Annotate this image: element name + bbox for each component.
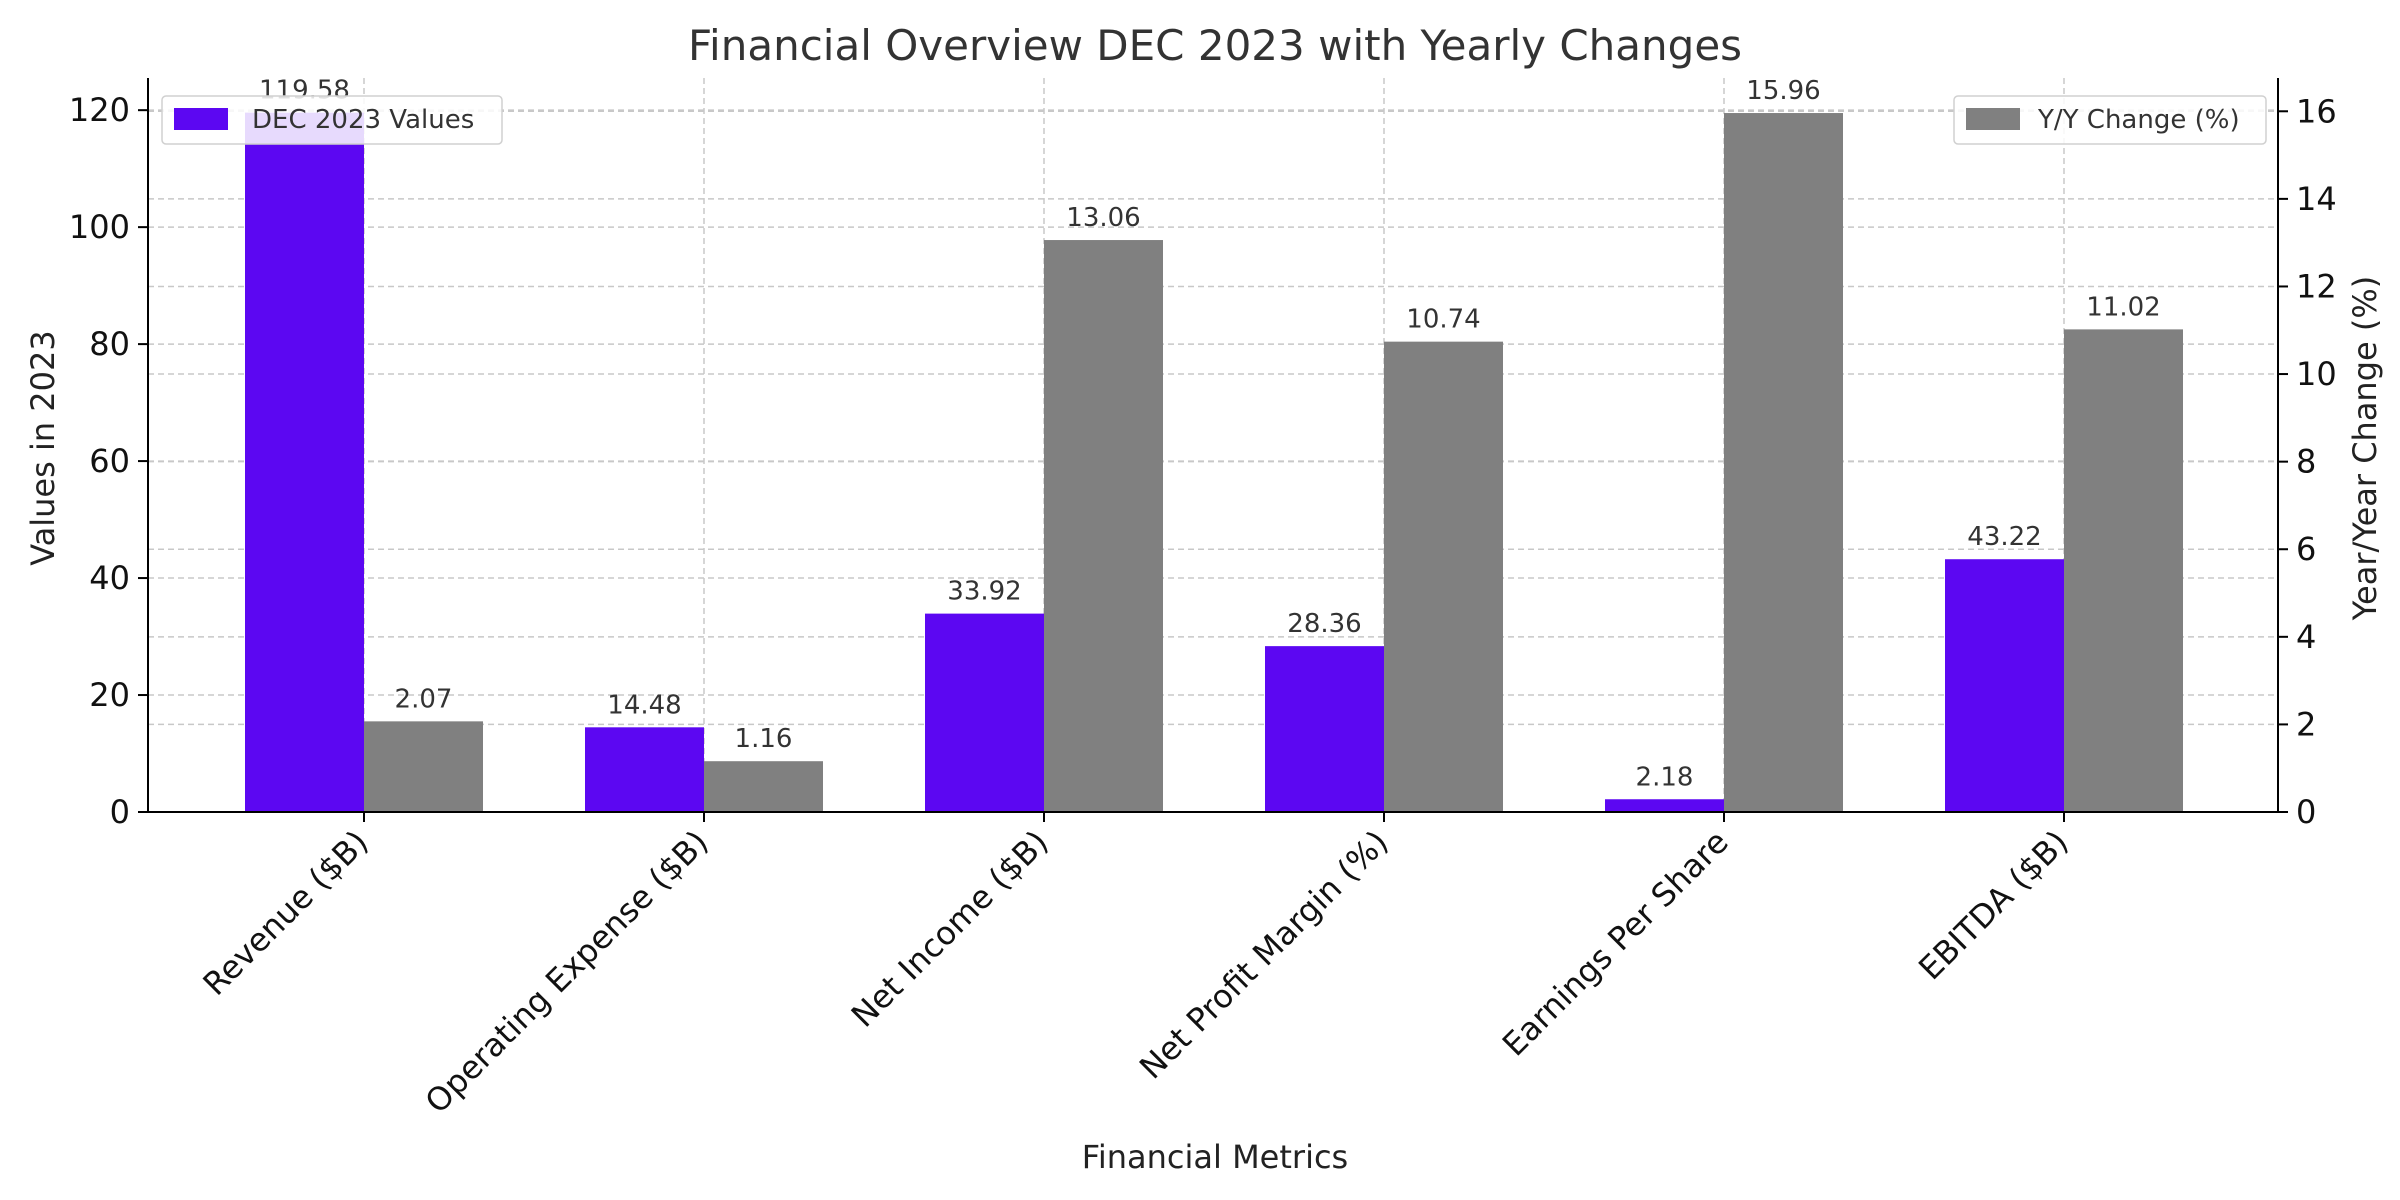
bar-values-2 — [925, 613, 1044, 812]
bar-values-0 — [245, 112, 364, 812]
y-left-tick-label-4: 80 — [89, 325, 130, 363]
y-right-tick-label-2: 4 — [2296, 618, 2316, 656]
bar-change-2 — [1044, 240, 1163, 812]
labels-layer: 119.582.07 14.481.1633.9213.0628.3610.742… — [259, 76, 2161, 793]
legend-left-swatch — [174, 108, 228, 130]
x-tick-label-2: Net Income ($B) — [844, 823, 1056, 1035]
x-tick-label-0: Revenue ($B) — [195, 823, 375, 1003]
data-label-values-4: 2.18 — [1636, 762, 1694, 792]
data-label-change-2: 13.06 — [1066, 203, 1140, 233]
y-right-tick-label-8: 16 — [2296, 92, 2337, 130]
y-left-tick-label-3: 60 — [89, 442, 130, 480]
bars-layer — [245, 112, 2183, 813]
y-right-tick-label-7: 14 — [2296, 180, 2337, 218]
y-left-tick-label-2: 40 — [89, 559, 130, 597]
y-left-tick-label-5: 100 — [69, 208, 130, 246]
legend-left-frame — [161, 95, 503, 145]
y-right-tick-label-5: 10 — [2296, 355, 2337, 393]
bar-values-1 — [585, 727, 704, 812]
y-left-tick-label-6: 120 — [69, 91, 130, 129]
bar-values-3 — [1265, 646, 1384, 812]
y-right-axis-title: Year/Year Change (%) — [2346, 276, 2384, 622]
x-axis-title: Financial Metrics — [1082, 1138, 1348, 1176]
y-left-tick-label-1: 20 — [89, 676, 130, 714]
x-tick-label-1: Operating Expense ($B) — [418, 823, 716, 1121]
data-label-change-1: 1.16 — [735, 724, 793, 754]
x-tick-label-4: Earnings Per Share — [1495, 823, 1736, 1064]
data-label-change-0: 2.07 — [395, 684, 453, 714]
y-right-tick-label-3: 6 — [2296, 530, 2316, 568]
data-label-change-4: 15.96 — [1746, 76, 1820, 106]
legend-right-swatch — [1966, 108, 2020, 130]
data-label-change-3: 10.74 — [1406, 305, 1480, 335]
chart-title: Financial Overview DEC 2023 with Yearly … — [688, 21, 1742, 70]
x-tick-label-5: EBITDA ($B) — [1911, 823, 2075, 987]
y-right-tick-label-6: 12 — [2296, 267, 2337, 305]
y-left-tick-label-0: 0 — [110, 793, 130, 831]
data-label-change-5: 11.02 — [2086, 292, 2160, 322]
legend-left-label: DEC 2023 Values — [252, 105, 474, 135]
data-label-values-2: 33.92 — [947, 577, 1021, 607]
data-label-values-5: 43.22 — [1967, 522, 2041, 552]
bar-values-5 — [1945, 559, 2064, 812]
legend-right-label: Y/Y Change (%) — [2037, 105, 2240, 135]
bar-change-0 — [364, 721, 483, 812]
y-right-tick-label-0: 0 — [2296, 793, 2316, 831]
bar-change-4 — [1724, 113, 1843, 813]
legend-right: Y/Y Change (%) — [1953, 95, 2267, 145]
data-label-values-1: 14.48 — [607, 690, 681, 720]
bar-change-1 — [704, 761, 823, 812]
y-left-axis-title: Values in 2023 — [24, 330, 62, 566]
grid-layer — [148, 78, 2278, 812]
y-right-tick-label-1: 2 — [2296, 705, 2316, 743]
bar-values-4 — [1605, 799, 1724, 812]
legend-left: DEC 2023 Values — [161, 95, 503, 145]
data-label-values-3: 28.36 — [1287, 609, 1361, 639]
bar-change-3 — [1384, 341, 1503, 812]
x-tick-label-3: Net Profit Margin (%) — [1132, 823, 1396, 1087]
legend-right-frame — [1953, 95, 2267, 145]
bar-change-5 — [2064, 329, 2183, 812]
y-right-tick-label-4: 8 — [2296, 443, 2316, 481]
